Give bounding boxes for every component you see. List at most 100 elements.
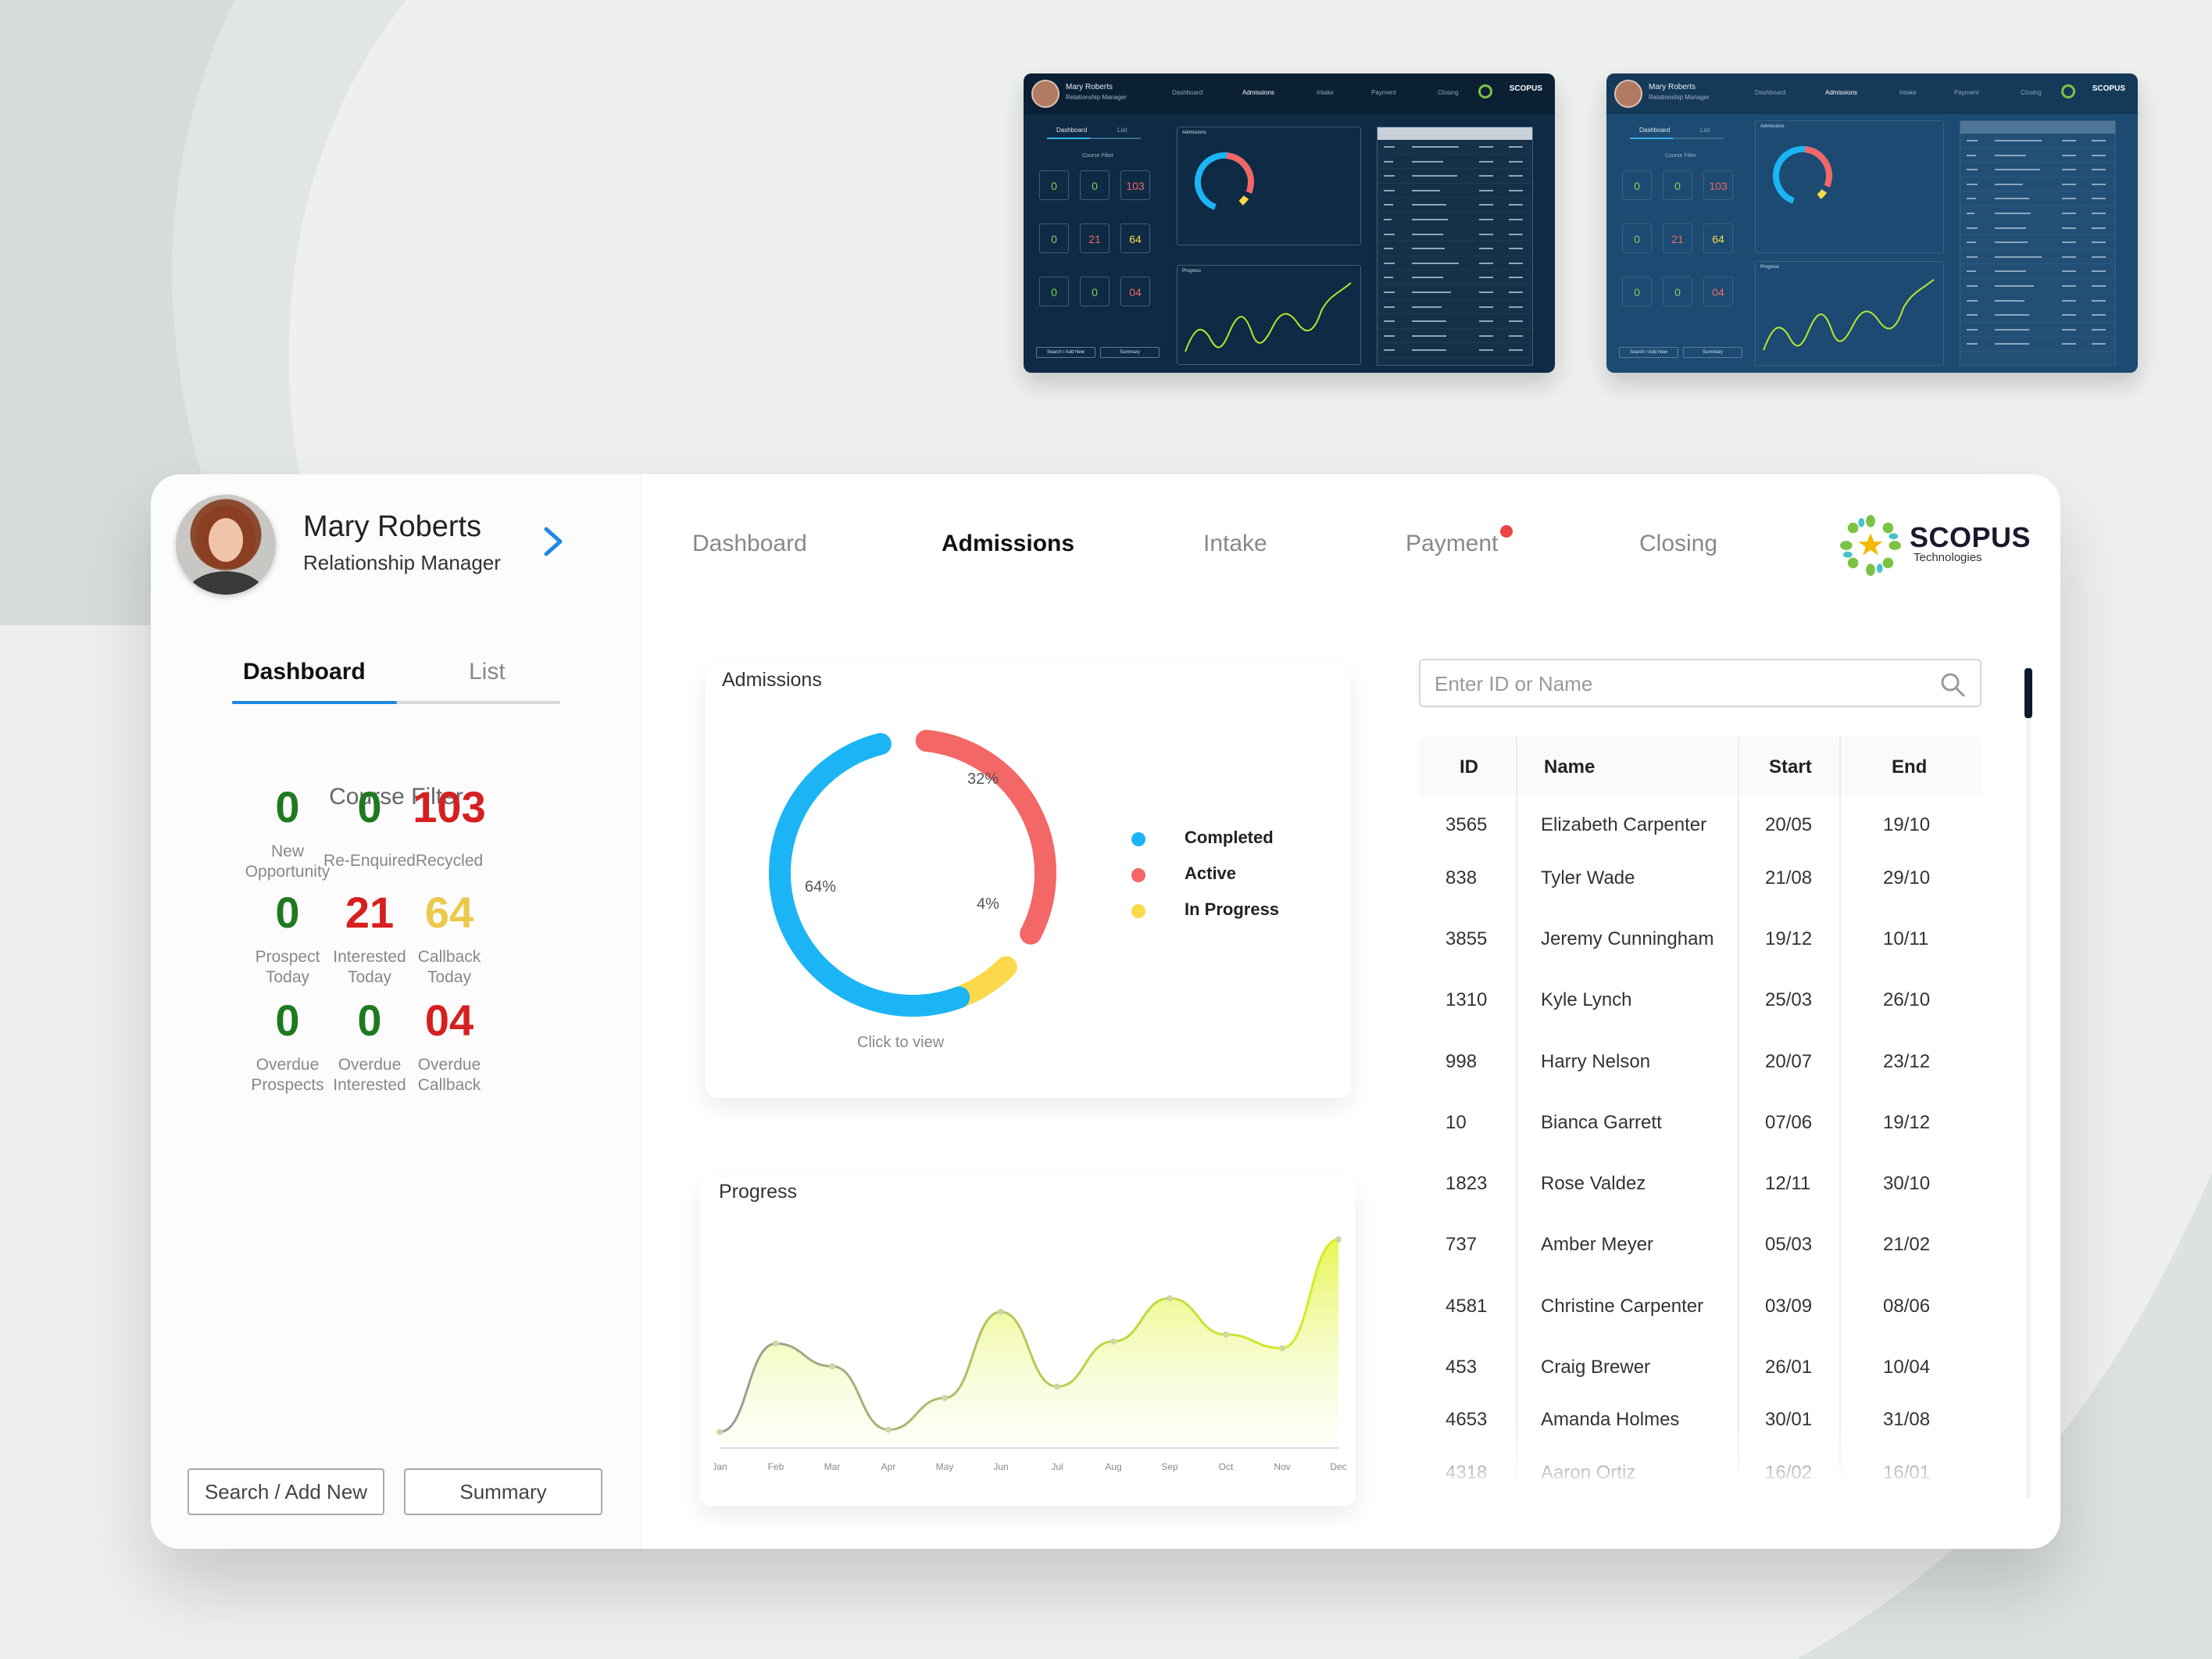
progress-area-chart[interactable]: Jan Feb Mar Apr May Jun Jul Aug Sep Oct Nov Dec xyxy=(713,1209,1346,1490)
legend-label[interactable]: Completed xyxy=(1185,828,1274,847)
donut-segment-active[interactable] xyxy=(915,729,1056,945)
theme-preview-dark[interactable]: Mary Roberts Relationship Manager Dashbo… xyxy=(1024,73,1555,373)
thumb-stat: 0 xyxy=(1039,170,1069,200)
legend-label[interactable]: Active xyxy=(1185,863,1237,883)
table-row[interactable]: 3565 Elizabeth Carpenter 20/05 19/10 xyxy=(1419,814,1982,846)
col-header-id[interactable]: ID xyxy=(1460,756,1478,778)
thumb-stat: 0 xyxy=(1622,170,1652,200)
progress-point[interactable] xyxy=(1167,1295,1173,1302)
tab-dashboard[interactable]: Dashboard xyxy=(243,659,366,685)
table-row[interactable]: 4581 Christine Carpenter 03/09 08/06 xyxy=(1419,1296,1982,1327)
stat-card[interactable]: 0 New Opportunity xyxy=(217,782,358,882)
nav-closing[interactable]: Closing xyxy=(1639,531,1718,556)
thumb-header xyxy=(1024,73,1555,114)
progress-point[interactable] xyxy=(1054,1383,1060,1390)
stat-label-line: Callback xyxy=(417,1076,481,1094)
cell-name: Amber Meyer xyxy=(1541,1234,1654,1255)
search-add-new-button[interactable]: Search / Add New xyxy=(188,1468,384,1515)
cell-name: Jeremy Cunningham xyxy=(1541,928,1714,949)
x-tick-label: Feb xyxy=(768,1461,784,1472)
thumb-course-filter: Course Filter xyxy=(1664,153,1697,159)
stat-label-line: Opportunity xyxy=(245,863,331,881)
donut-segment-completed[interactable] xyxy=(769,733,970,1017)
search-input[interactable] xyxy=(1435,668,1919,699)
stat-value: 0 xyxy=(357,782,382,831)
cell-id: 10 xyxy=(1445,1112,1467,1133)
stat-card[interactable]: 103 Recycled xyxy=(379,782,520,871)
cell-id: 1310 xyxy=(1445,989,1488,1010)
admissions-card[interactable] xyxy=(706,665,1351,1098)
thumb-table xyxy=(1377,127,1533,366)
progress-point[interactable] xyxy=(1110,1338,1117,1345)
nav-admissions[interactable]: Admissions xyxy=(942,531,1075,556)
stat-card[interactable]: 0 Overdue Prospects xyxy=(217,996,358,1096)
stat-card[interactable]: 04 Overdue Callback xyxy=(379,996,520,1096)
stat-value: 0 xyxy=(275,888,300,937)
progress-point[interactable] xyxy=(998,1308,1004,1315)
click-to-view-hint[interactable]: Click to view xyxy=(857,1034,945,1051)
thumb-header xyxy=(1606,73,2138,114)
cell-name: Bianca Garrett xyxy=(1541,1112,1662,1133)
table-row[interactable]: 453 Craig Brewer 26/01 10/04 xyxy=(1419,1357,1982,1388)
thumb-nav-intake: Intake xyxy=(1317,89,1334,96)
chevron-right-icon[interactable] xyxy=(541,524,565,559)
cell-start: 03/09 xyxy=(1765,1296,1813,1317)
cell-end: 10/04 xyxy=(1883,1357,1931,1378)
x-tick-label: May xyxy=(936,1461,954,1472)
stat-card[interactable]: 0 Prospect Today xyxy=(217,888,358,988)
progress-point[interactable] xyxy=(885,1426,892,1433)
thumb-table-header xyxy=(1960,121,2115,134)
summary-button[interactable]: Summary xyxy=(404,1468,602,1515)
table-row[interactable]: 998 Harry Nelson 20/07 23/12 xyxy=(1419,1051,1982,1082)
stat-card[interactable]: 0 Overdue Interested xyxy=(299,996,440,1096)
col-header-name[interactable]: Name xyxy=(1544,756,1596,778)
stat-card[interactable]: 64 Callback Today xyxy=(379,888,520,988)
progress-point[interactable] xyxy=(1279,1345,1285,1352)
col-header-end[interactable]: End xyxy=(1892,756,1928,778)
table-row[interactable]: 1823 Rose Valdez 12/11 30/10 xyxy=(1419,1173,1982,1204)
legend-label[interactable]: In Progress xyxy=(1185,899,1280,919)
stat-value: 0 xyxy=(275,996,300,1045)
table-row[interactable]: 737 Amber Meyer 05/03 21/02 xyxy=(1419,1234,1982,1265)
thumb-search-add-button: Search / Add New xyxy=(1619,347,1678,358)
tab-list[interactable]: List xyxy=(469,659,506,685)
table-row[interactable]: 1310 Kyle Lynch 25/03 26/10 xyxy=(1419,989,1982,1021)
cell-start: 26/01 xyxy=(1765,1357,1813,1378)
cell-name: Kyle Lynch xyxy=(1541,989,1632,1010)
stat-value: 04 xyxy=(424,996,474,1045)
progress-point[interactable] xyxy=(773,1340,779,1347)
stat-card[interactable]: 0 Re-Enquired xyxy=(299,782,440,871)
progress-point[interactable] xyxy=(1223,1331,1229,1338)
scrollbar-thumb[interactable] xyxy=(2024,668,2032,718)
progress-point[interactable] xyxy=(716,1428,723,1436)
table-row[interactable]: 3855 Jeremy Cunningham 19/12 10/11 xyxy=(1419,928,1982,960)
search-box[interactable] xyxy=(1419,659,1982,707)
x-tick-label: Oct xyxy=(1219,1461,1234,1472)
search-icon[interactable] xyxy=(1939,671,1966,698)
course-filter-title[interactable]: Course Filter xyxy=(329,784,463,810)
avatar[interactable] xyxy=(176,495,276,595)
progress-point[interactable] xyxy=(829,1363,835,1370)
table-row[interactable]: 838 Tyler Wade 21/08 29/10 xyxy=(1419,867,1982,899)
cell-end: 29/10 xyxy=(1883,867,1931,888)
col-header-start[interactable]: Start xyxy=(1769,756,1812,778)
progress-point[interactable] xyxy=(942,1395,948,1401)
thumb-stat: 04 xyxy=(1703,277,1733,306)
stat-card[interactable]: 21 Interested Today xyxy=(299,888,440,988)
cell-start: 07/06 xyxy=(1765,1112,1813,1133)
thumb-stat: 0 xyxy=(1039,277,1069,306)
nav-intake[interactable]: Intake xyxy=(1203,531,1267,556)
theme-preview-blue[interactable]: Mary Roberts Relationship Manager Dashbo… xyxy=(1606,73,2138,373)
nav-payment[interactable]: Payment xyxy=(1406,531,1499,556)
table-row[interactable]: 10 Bianca Garrett 07/06 19/12 xyxy=(1419,1112,1982,1143)
progress-point[interactable] xyxy=(1335,1236,1342,1242)
cell-start: 20/05 xyxy=(1765,814,1813,835)
nav-dashboard[interactable]: Dashboard xyxy=(692,531,807,556)
cell-start: 21/08 xyxy=(1765,867,1813,888)
admissions-donut-chart[interactable]: 64% 32% 4% xyxy=(749,709,1077,1037)
thumb-stat: 0 xyxy=(1080,170,1110,200)
thumb-nav-admissions: Admissions xyxy=(1825,89,1857,96)
scrollbar-track[interactable] xyxy=(2026,670,2031,1498)
thumb-stat: 0 xyxy=(1080,277,1110,306)
column-divider xyxy=(1839,736,1841,1502)
